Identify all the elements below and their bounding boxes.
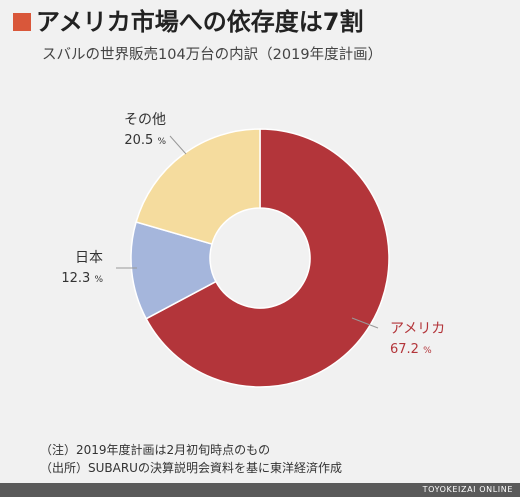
note-remark: （注）2019年度計画は2月初旬時点のもの — [40, 443, 271, 457]
donut-slice-2 — [135, 128, 261, 245]
donut-slice-0 — [145, 128, 390, 388]
slice-value-1: 12.3 % — [61, 271, 103, 286]
slice-label-0: アメリカ — [390, 321, 445, 337]
slice-value-0: 67.2 % — [390, 342, 432, 357]
slice-label-2: その他 — [124, 112, 166, 128]
chart-subtitle: スバルの世界販売104万台の内訳（2019年度計画） — [42, 47, 383, 63]
slice-value-2: 20.5 % — [124, 133, 166, 148]
footer-brand: TOYOKEIZAI ONLINE — [0, 483, 520, 497]
slice-label-1: 日本 — [75, 250, 103, 266]
leader-line-2 — [169, 135, 187, 155]
chart-title: アメリカ市場への依存度は7割 — [36, 8, 364, 36]
note-source: （出所）SUBARUの決算説明会資料を基に東洋経済作成 — [40, 461, 342, 475]
leader-line-0 — [351, 317, 379, 329]
title-square-icon — [13, 13, 31, 31]
title-block: アメリカ市場への依存度は7割 — [13, 8, 364, 36]
